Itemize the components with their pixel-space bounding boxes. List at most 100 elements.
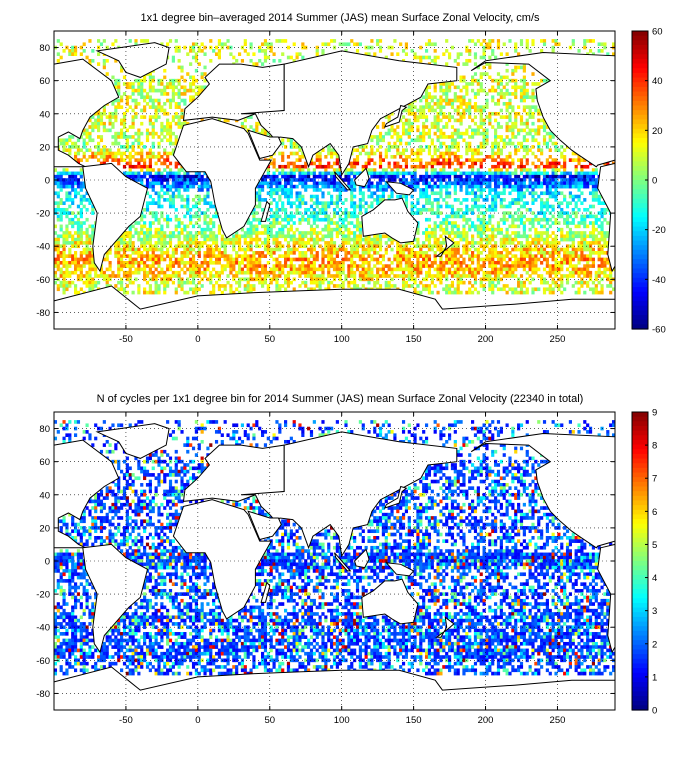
data-cell [203,221,207,225]
data-cell [404,171,409,176]
data-cell [583,247,587,252]
data-cell [370,247,374,252]
data-cell [528,115,532,119]
data-cell [387,161,391,166]
data-cell [120,234,124,239]
data-cell [183,234,187,239]
data-cell [324,264,328,268]
data-cell [479,217,483,222]
data-cell [580,234,584,239]
data-cell [433,151,437,156]
data-cell [263,174,268,179]
data-cell [163,85,167,90]
data-cell [540,78,544,83]
data-cell [272,174,276,179]
data-cell [148,115,152,119]
data-cell [148,237,152,242]
data-cell [88,234,92,239]
data-cell [456,52,460,56]
data-cell [335,247,339,252]
data-cell [166,224,170,229]
data-cell [534,214,538,219]
data-cell [151,88,155,93]
data-cell [171,78,175,83]
data-cell [206,184,210,189]
data-cell [568,214,572,219]
data-cell [180,260,184,265]
data-cell [174,105,178,109]
data-cell [269,181,273,186]
data-cell [557,241,561,245]
data-cell [335,171,339,176]
data-cell [473,178,478,182]
data-cell [203,211,207,215]
data-cell [91,151,95,156]
data-cell [450,82,455,86]
data-cell [387,178,391,182]
data-cell [200,181,204,186]
data-cell [453,95,457,100]
data-cell [488,39,492,43]
data-cell [180,257,184,262]
data-cell [422,128,426,133]
data-cell [519,98,524,103]
data-cell [122,264,127,268]
data-cell [281,164,285,169]
data-cell [358,241,362,245]
data-cell [430,161,434,166]
data-cell [456,234,460,239]
data-cell [168,168,173,172]
data-cell [166,247,170,252]
data-cell [514,151,518,156]
data-cell [289,264,293,268]
data-cell [528,234,532,239]
data-cell [197,201,201,205]
data-cell [447,247,452,252]
data-cell [281,254,285,258]
data-cell [88,267,92,272]
data-cell [502,161,506,166]
data-cell [76,224,81,229]
data-cell [200,184,204,189]
data-cell [387,141,391,146]
data-cell [68,211,72,215]
data-cell [327,164,331,169]
data-cell [376,171,380,176]
data-cell [312,237,316,242]
data-cell [344,42,348,47]
data-cell [390,260,394,265]
data-cell [528,148,532,153]
data-cell [588,264,593,268]
data-cell [59,198,63,202]
data-cell [502,164,506,169]
data-cell [519,171,524,176]
data-cell [154,98,158,103]
data-cell [243,241,247,245]
data-cell [281,227,285,232]
data-cell [422,178,426,182]
data-cell [166,92,170,96]
data-cell [465,105,469,109]
data-cell [284,178,288,182]
data-cell [217,49,222,53]
data-cell [548,188,552,192]
data-cell [128,231,132,235]
data-cell [145,251,150,255]
data-cell [82,264,86,268]
data-cell [206,221,210,225]
data-cell [373,151,377,156]
data-cell [531,88,535,93]
data-cell [298,241,302,245]
data-cell [353,204,357,209]
data-cell [514,211,518,215]
data-cell [361,254,365,258]
data-cell [422,135,426,139]
data-cell [125,85,129,90]
data-cell [358,151,362,156]
data-cell [292,161,296,166]
data-cell [554,264,558,268]
data-cell [350,191,354,196]
data-cell [450,161,455,166]
data-cell [447,55,452,60]
data-cell [378,247,383,252]
